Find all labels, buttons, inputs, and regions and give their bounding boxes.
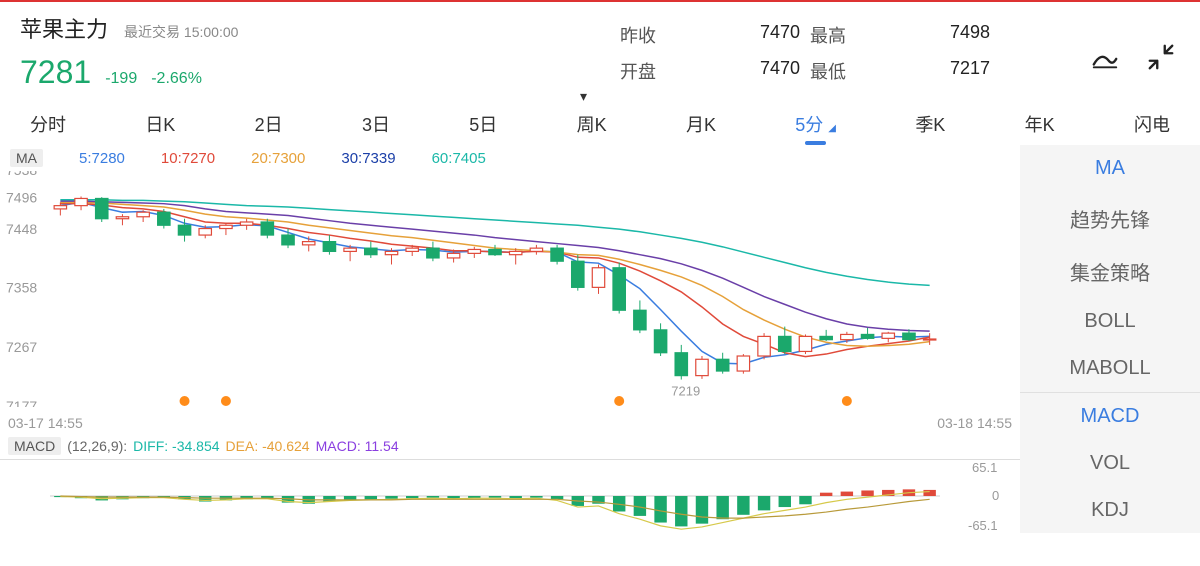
tab-2日[interactable]: 2日	[255, 111, 283, 137]
ma-legend-item: 30:7339	[341, 150, 395, 167]
low-value: 7217	[900, 58, 990, 84]
time-axis: 03-17 14:55 03-18 14:55	[0, 415, 1020, 431]
high-value: 7498	[900, 22, 990, 48]
indicator-MABOLL[interactable]: MABOLL	[1020, 345, 1200, 392]
svg-text:65.1: 65.1	[972, 460, 997, 475]
open-label: 开盘	[620, 58, 700, 84]
svg-text:7219: 7219	[671, 384, 700, 399]
indicator-panel: MA趋势先锋集金策略BOLLMABOLLMACDVOLKDJ	[1020, 145, 1200, 533]
low-label: 最低	[810, 58, 890, 84]
indicator-趋势先锋[interactable]: 趋势先锋	[1020, 192, 1200, 245]
stock-name: 苹果主力	[20, 12, 108, 44]
stats-grid: 昨收 7470 最高 7498 开盘 7470 最低 7217	[620, 22, 990, 84]
open-value: 7470	[710, 58, 800, 84]
ma-legend-item: 5:7280	[79, 150, 125, 167]
svg-text:7177: 7177	[6, 398, 37, 407]
tab-5分[interactable]: 5分 ◢	[795, 111, 836, 137]
indicator-MACD[interactable]: MACD	[1020, 392, 1200, 440]
svg-text:7267: 7267	[6, 339, 37, 355]
price-chart[interactable]: 7538 7496 7448 7358 7267 7177 7219	[0, 171, 1020, 427]
chart-area[interactable]: MA 5:7280 10:7270 20:7300 30:7339 60:7405 753…	[0, 145, 1020, 533]
tab-分时[interactable]: 分时	[30, 111, 66, 137]
high-label: 最高	[810, 22, 890, 48]
tab-3日[interactable]: 3日	[362, 111, 390, 137]
edit-icon[interactable]	[1090, 42, 1120, 72]
indicator-集金策略[interactable]: 集金策略	[1020, 245, 1200, 298]
ma-label: MA	[10, 149, 43, 167]
ma-legend-item: 60:7405	[432, 150, 486, 167]
price-change-pct: -2.66%	[151, 70, 202, 88]
tab-季K[interactable]: 季K	[915, 111, 945, 137]
svg-text:7448: 7448	[6, 221, 37, 237]
svg-text:7358: 7358	[6, 280, 37, 296]
macd-legend: MACD (12,26,9): DIFF: -34.854 DEA: -40.6…	[8, 437, 399, 455]
svg-text:-65.1: -65.1	[968, 518, 998, 532]
indicator-BOLL[interactable]: BOLL	[1020, 298, 1200, 345]
macd-chart[interactable]: 65.1 0 -65.1	[0, 459, 1020, 531]
tab-年K[interactable]: 年K	[1025, 111, 1055, 137]
svg-text:7538: 7538	[6, 171, 37, 178]
ma-legend-item: 10:7270	[161, 150, 215, 167]
price-change: -199	[105, 70, 137, 88]
ma-legend-item: 20:7300	[251, 150, 305, 167]
current-price: 7281	[20, 54, 91, 91]
indicator-MA[interactable]: MA	[1020, 145, 1200, 192]
compress-icon[interactable]	[1146, 42, 1176, 72]
header: 苹果主力 最近交易 15:00:00 7281 -199 -2.66% 昨收 7…	[0, 2, 1200, 97]
time-start: 03-17 14:55	[8, 415, 83, 431]
prev-close-value: 7470	[710, 22, 800, 48]
last-trade-label: 最近交易 15:00:00	[124, 22, 238, 42]
svg-text:0: 0	[992, 488, 999, 503]
macd-label: MACD	[8, 437, 61, 455]
tab-周K[interactable]: 周K	[577, 111, 607, 137]
tab-闪电[interactable]: 闪电	[1134, 111, 1170, 137]
tab-5日[interactable]: 5日	[469, 111, 497, 137]
dropdown-caret-icon[interactable]: ▾	[580, 88, 587, 105]
indicator-VOL[interactable]: VOL	[1020, 440, 1200, 487]
tab-月K[interactable]: 月K	[686, 111, 716, 137]
svg-text:7496: 7496	[6, 189, 37, 205]
indicator-KDJ[interactable]: KDJ	[1020, 487, 1200, 534]
prev-close-label: 昨收	[620, 22, 700, 48]
ma-legend: MA 5:7280 10:7270 20:7300 30:7339 60:7405	[0, 145, 1020, 167]
timeframe-tabs: 分时 日K 2日 3日 5日 周K 月K 5分 ◢ 季K 年K 闪电	[0, 97, 1200, 145]
tab-日K[interactable]: 日K	[145, 111, 175, 137]
time-end: 03-18 14:55	[937, 415, 1012, 431]
